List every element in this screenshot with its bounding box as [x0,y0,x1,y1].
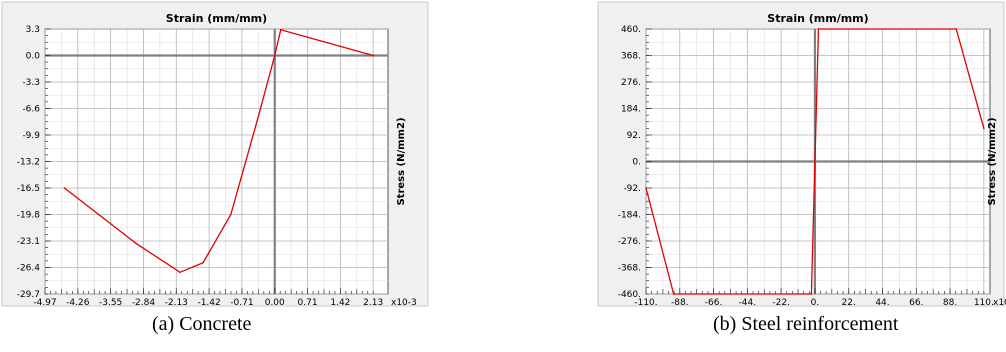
y-tick-label: 0. [632,158,641,168]
y-tick-label: -276. [618,237,641,247]
x-tick-label: 0.71 [298,298,318,308]
y-tick-label: -9.9 [22,131,40,141]
data-point [983,127,985,130]
x-tick-label: 0. [811,298,820,308]
x-tick-label: -88. [671,298,689,308]
chart-title: Strain (mm/mm) [166,12,267,25]
y-tick-label: -19.8 [17,211,41,221]
y-axis-label: Stress (N/mm2) [396,117,407,205]
x-tick-label: 110. [974,298,994,308]
x-tick-label: -4.97 [33,298,56,308]
y-tick-label: -16.5 [17,184,40,194]
y-tick-label: -26.4 [17,264,41,274]
data-point [810,293,813,295]
y-tick-label: -184. [618,211,641,221]
x-tick-label: 66. [909,298,923,308]
x-tick-label: -2.84 [132,298,156,308]
y-tick-label: -23.1 [17,237,40,247]
x-tick-label: 1.42 [330,298,350,308]
x-tick-label: 2.13 [363,298,383,308]
x-tick-label: -4.26 [66,298,90,308]
steel-caption: (b) Steel reinforcement [713,313,899,335]
concrete-caption: (a) Concrete [152,313,252,335]
data-point [273,54,276,57]
y-tick-label: 92. [627,131,641,141]
series-line [645,28,985,295]
data-point [230,213,232,216]
y-tick-label: -6.6 [22,105,40,115]
y-tick-label: -29.7 [17,290,40,300]
chart-title: Strain (mm/mm) [767,12,868,25]
y-axis-label: Stress (N/mm2) [987,117,998,205]
concrete-chart-panel: Strain (mm/mm) -4.97 -4.26 -3.55 -2.84 -2.13-… [0,0,430,310]
x-multiplier-label: x10-3 [391,298,417,308]
y-tick-label: 184. [621,105,641,115]
y-tick-label: 3.3 [26,25,40,35]
x-tick-label: -66. [705,298,723,308]
y-tick-label: 0.0 [26,52,41,62]
steel-chart: Strain (mm/mm) -110. -88. -66. -44. -22. 0. 22.… [597,1,1006,308]
data-point [955,28,958,30]
data-point [63,187,66,189]
x-tick-label: -22. [772,298,790,308]
x-tick-label: 88. [943,298,957,308]
y-tick-label: 368. [621,52,641,62]
y-tick-label: 276. [621,78,641,88]
data-point [135,242,137,245]
y-tick-label: -92. [623,184,641,194]
y-tick-label: -13.2 [17,158,40,168]
data-point [372,54,375,57]
data-point [645,187,647,189]
y-tick-label: 460. [621,25,641,35]
y-tick-label: -3.3 [22,78,40,88]
x-tick-label: 22. [842,298,856,308]
x-tick-label: -3.55 [99,298,122,308]
y-tick-label: -368. [618,264,641,274]
y-tick-label: -460. [618,290,641,300]
data-point [672,293,675,295]
x-tick-label: -2.13 [165,298,188,308]
x-multiplier-label: x10 [993,298,1006,308]
x-tick-label: -110. [634,298,657,308]
data-point [179,271,181,274]
x-tick-label: 0.00 [265,298,285,308]
data-point [257,114,260,117]
x-tick-label: -1.42 [197,298,220,308]
x-tick-label: -44. [739,298,757,308]
steel-chart-panel: Strain (mm/mm) -110. -88. -66. -44. -22. 0. 22.… [596,0,1006,310]
data-point [202,261,204,264]
x-tick-label: -0.71 [230,298,253,308]
data-point [817,28,820,30]
data-point [279,29,282,31]
x-tick-label: 44. [875,298,889,308]
concrete-chart: Strain (mm/mm)-4.97 -4.26 -3.55 -2.84 -2.13-… [1,1,429,308]
